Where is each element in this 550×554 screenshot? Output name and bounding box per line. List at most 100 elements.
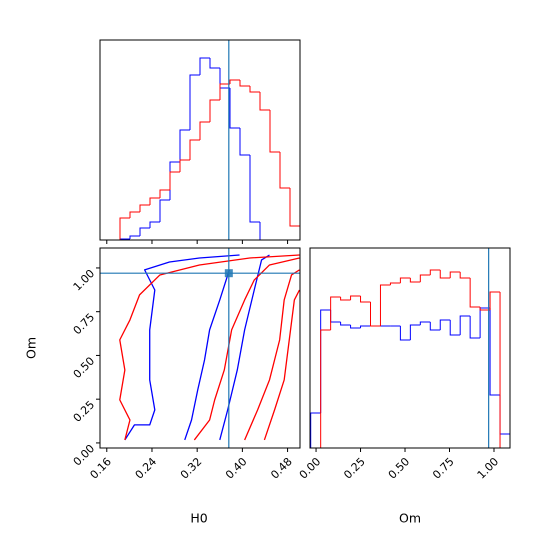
panel-frame <box>99 247 301 449</box>
histogram-step <box>419 274 431 282</box>
histogram-step <box>399 277 411 283</box>
histogram-step <box>330 296 341 330</box>
histogram-step <box>249 155 260 223</box>
histogram-step <box>169 171 180 190</box>
x-tick-label: 0.16 <box>88 455 115 482</box>
histogram-step <box>259 92 270 111</box>
histogram-step <box>179 129 190 162</box>
histogram-step <box>330 310 341 323</box>
histogram-step <box>139 204 150 212</box>
histogram-step <box>499 292 510 448</box>
histogram-step <box>369 302 381 327</box>
histogram-step <box>159 199 170 222</box>
histogram-step <box>409 278 421 283</box>
histogram-step <box>469 278 481 308</box>
histogram-step <box>419 321 431 325</box>
truth-point <box>224 269 233 278</box>
contour-line <box>244 269 300 441</box>
y-tick-label: 0.00 <box>71 442 98 469</box>
histogram-step <box>219 83 230 100</box>
plot-area <box>100 248 300 448</box>
histogram-step <box>129 235 140 239</box>
histogram-step <box>159 189 170 198</box>
histogram-step <box>489 308 501 396</box>
y-tick-label: 0.25 <box>71 398 98 425</box>
histogram-step <box>449 320 461 336</box>
histogram-step <box>439 319 451 330</box>
histogram-step <box>379 284 391 326</box>
x-tick-label: 0.75 <box>430 455 457 482</box>
histogram-step <box>139 227 150 236</box>
histogram-step <box>479 307 491 311</box>
histogram-step <box>360 296 371 303</box>
histogram-step <box>179 159 190 172</box>
histogram-step <box>249 86 260 93</box>
histogram-step <box>320 329 331 448</box>
histogram-step <box>269 110 280 153</box>
panel-frame <box>309 247 511 449</box>
histogram-step <box>439 270 451 279</box>
histogram-step <box>499 395 510 448</box>
x-tick-label: 1.00 <box>475 455 502 482</box>
histogram-step <box>469 316 481 339</box>
histogram-step <box>320 309 331 413</box>
histogram-step <box>409 324 421 340</box>
histogram-step <box>229 79 240 84</box>
contour-line <box>193 257 300 441</box>
x-tick-label: 0.50 <box>386 455 413 482</box>
x-tick-label: 0.48 <box>268 455 295 482</box>
contour-line <box>119 254 300 441</box>
contour-line <box>219 254 270 441</box>
histogram-step <box>169 161 180 200</box>
x-axis-label: Om <box>399 511 421 526</box>
histogram-step <box>209 58 220 69</box>
panel-frame <box>99 39 301 241</box>
contour-line <box>184 269 230 441</box>
histogram-step <box>399 326 411 341</box>
histogram-step <box>489 291 501 310</box>
contour-line <box>124 254 240 441</box>
y-axis-label: Om <box>24 337 39 359</box>
y-tick-label: 0.75 <box>71 311 98 338</box>
histogram-step <box>340 322 351 326</box>
histogram-step <box>310 412 321 448</box>
histogram-step <box>189 74 200 130</box>
histogram-step <box>199 57 210 75</box>
histogram-step <box>279 152 290 189</box>
histogram-step <box>149 197 160 205</box>
x-tick-label: 0.40 <box>223 455 250 482</box>
histogram-step <box>189 139 200 160</box>
histogram-step <box>129 211 140 218</box>
histogram-step <box>259 222 270 240</box>
histogram-step <box>239 128 250 156</box>
histogram-step <box>350 325 361 329</box>
histogram-step <box>149 221 160 228</box>
histogram-step <box>459 272 471 279</box>
histogram-step <box>389 282 401 285</box>
histogram-step <box>340 297 351 301</box>
histogram-step <box>429 269 441 275</box>
x-tick-label: 0.32 <box>178 455 205 482</box>
histogram-step <box>199 121 210 140</box>
histogram-step <box>429 322 441 331</box>
plot-area <box>100 40 300 240</box>
histogram-step <box>449 271 461 278</box>
histogram-step <box>459 315 471 335</box>
y-tick-label: 1.00 <box>71 267 98 294</box>
histogram-step <box>229 88 240 129</box>
histogram-step <box>289 188 300 240</box>
plot-area <box>310 248 510 448</box>
histogram-step <box>119 217 130 240</box>
contour-line <box>263 289 300 441</box>
x-tick-label: 0.25 <box>341 455 368 482</box>
histogram-step <box>239 80 250 87</box>
histogram-step <box>350 295 361 300</box>
x-axis-label: H0 <box>190 511 207 526</box>
histogram-step <box>209 99 220 122</box>
histogram-step <box>360 325 371 328</box>
x-tick-label: 0.00 <box>297 455 324 482</box>
y-tick-label: 0.50 <box>71 354 98 381</box>
x-tick-label: 0.24 <box>133 455 160 482</box>
